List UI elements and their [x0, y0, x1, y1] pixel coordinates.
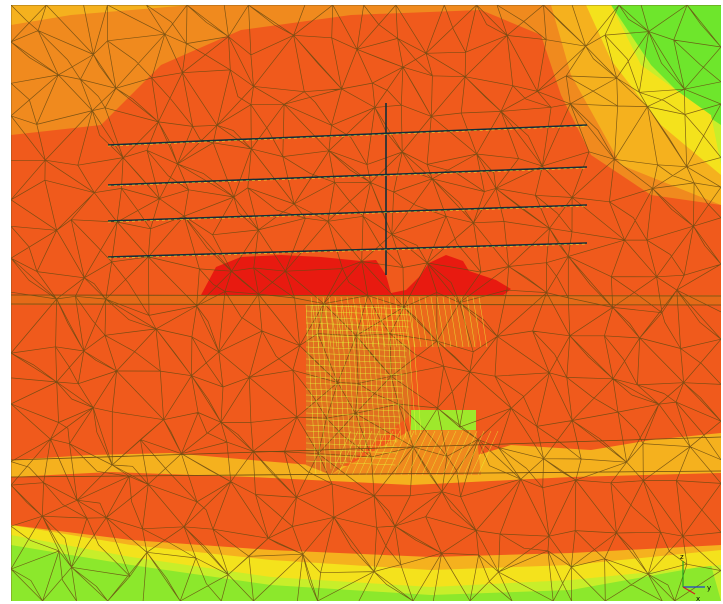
axis-z-label: z — [680, 553, 684, 561]
mesh-viewport[interactable]: z y x — [11, 5, 721, 601]
box-back — [411, 345, 476, 415]
band-green-bottom-left — [11, 545, 721, 601]
dense-mesh-edges — [305, 296, 499, 476]
axis-x-label: x — [696, 595, 700, 601]
triangle-mesh — [11, 5, 721, 601]
ledge-line-bottom — [11, 303, 721, 306]
grid-line-1 — [107, 124, 588, 146]
mesh-render[interactable]: z y x — [11, 5, 721, 601]
band-red — [201, 255, 511, 299]
band-green-top-right — [611, 5, 721, 125]
grid-line-3-hl — [107, 205, 588, 223]
dense-box-mesh — [305, 296, 499, 476]
grid-line-1-hl — [107, 125, 588, 147]
strip-line-bottom — [11, 470, 721, 478]
grid-line-2-hl — [107, 167, 588, 187]
grid-line-3 — [107, 204, 588, 222]
grid-line-4 — [107, 242, 588, 258]
mesh-edges — [11, 5, 721, 601]
grid-line-4-hl — [107, 243, 588, 259]
ledge-line-top — [11, 294, 721, 297]
strip-line-top — [11, 436, 721, 461]
ledge-lines — [11, 294, 721, 478]
reinforcement-grid — [107, 103, 588, 275]
axes-triad: z y x — [680, 553, 711, 601]
axis-y-label: y — [707, 584, 711, 592]
axis-x-line — [682, 586, 696, 595]
grid-line-2 — [107, 166, 588, 186]
